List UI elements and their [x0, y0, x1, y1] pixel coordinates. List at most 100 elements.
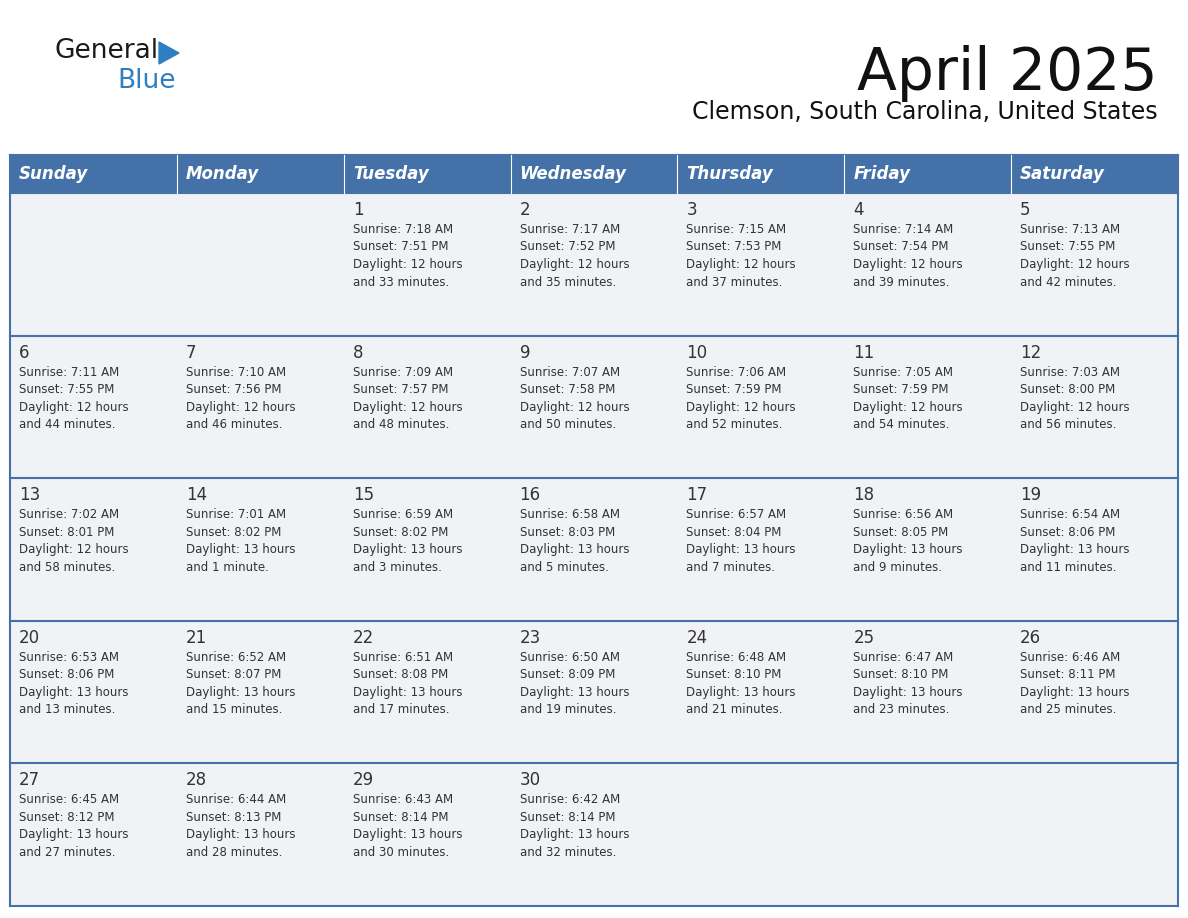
Text: 24: 24 [687, 629, 708, 647]
Bar [343, 336, 511, 478]
Text: Sunrise: 6:54 AM
Sunset: 8:06 PM
Daylight: 13 hours
and 11 minutes.: Sunrise: 6:54 AM Sunset: 8:06 PM Dayligh… [1020, 509, 1130, 574]
Text: Sunrise: 7:09 AM
Sunset: 7:57 PM
Daylight: 12 hours
and 48 minutes.: Sunrise: 7:09 AM Sunset: 7:57 PM Dayligh… [353, 365, 462, 431]
Text: 11: 11 [853, 343, 874, 362]
Text: Sunrise: 7:02 AM
Sunset: 8:01 PM
Daylight: 12 hours
and 58 minutes.: Sunrise: 7:02 AM Sunset: 8:01 PM Dayligh… [19, 509, 128, 574]
Text: 2: 2 [519, 201, 530, 219]
Text: Sunrise: 6:48 AM
Sunset: 8:10 PM
Daylight: 13 hours
and 21 minutes.: Sunrise: 6:48 AM Sunset: 8:10 PM Dayligh… [687, 651, 796, 716]
Text: Wednesday: Wednesday [519, 165, 626, 183]
Bar [10, 155, 1178, 193]
Bar [845, 764, 1011, 906]
Text: Sunrise: 6:44 AM
Sunset: 8:13 PM
Daylight: 13 hours
and 28 minutes.: Sunrise: 6:44 AM Sunset: 8:13 PM Dayligh… [185, 793, 296, 859]
Text: 26: 26 [1020, 629, 1041, 647]
Text: Sunrise: 7:05 AM
Sunset: 7:59 PM
Daylight: 12 hours
and 54 minutes.: Sunrise: 7:05 AM Sunset: 7:59 PM Dayligh… [853, 365, 963, 431]
Text: 6: 6 [19, 343, 30, 362]
Text: 5: 5 [1020, 201, 1031, 219]
Bar [10, 193, 177, 336]
Bar [511, 478, 677, 621]
Text: 7: 7 [185, 343, 196, 362]
Text: 19: 19 [1020, 487, 1041, 504]
Text: 27: 27 [19, 771, 40, 789]
Bar [677, 478, 845, 621]
Text: Sunrise: 7:13 AM
Sunset: 7:55 PM
Daylight: 12 hours
and 42 minutes.: Sunrise: 7:13 AM Sunset: 7:55 PM Dayligh… [1020, 223, 1130, 288]
Text: Sunrise: 7:15 AM
Sunset: 7:53 PM
Daylight: 12 hours
and 37 minutes.: Sunrise: 7:15 AM Sunset: 7:53 PM Dayligh… [687, 223, 796, 288]
Bar [343, 193, 511, 336]
Text: 30: 30 [519, 771, 541, 789]
Text: Clemson, South Carolina, United States: Clemson, South Carolina, United States [693, 100, 1158, 124]
Text: 8: 8 [353, 343, 364, 362]
Text: Blue: Blue [116, 68, 176, 94]
Text: 22: 22 [353, 629, 374, 647]
Text: Tuesday: Tuesday [353, 165, 429, 183]
Text: Sunrise: 7:17 AM
Sunset: 7:52 PM
Daylight: 12 hours
and 35 minutes.: Sunrise: 7:17 AM Sunset: 7:52 PM Dayligh… [519, 223, 630, 288]
Text: 28: 28 [185, 771, 207, 789]
Bar [343, 621, 511, 764]
Bar [677, 764, 845, 906]
Bar [677, 336, 845, 478]
Text: Sunrise: 7:14 AM
Sunset: 7:54 PM
Daylight: 12 hours
and 39 minutes.: Sunrise: 7:14 AM Sunset: 7:54 PM Dayligh… [853, 223, 963, 288]
Bar [177, 336, 343, 478]
Bar [1011, 193, 1178, 336]
Text: General: General [55, 38, 159, 64]
Bar [177, 193, 343, 336]
Polygon shape [159, 42, 179, 64]
Text: Sunrise: 7:03 AM
Sunset: 8:00 PM
Daylight: 12 hours
and 56 minutes.: Sunrise: 7:03 AM Sunset: 8:00 PM Dayligh… [1020, 365, 1130, 431]
Bar [845, 193, 1011, 336]
Text: Sunrise: 7:18 AM
Sunset: 7:51 PM
Daylight: 12 hours
and 33 minutes.: Sunrise: 7:18 AM Sunset: 7:51 PM Dayligh… [353, 223, 462, 288]
Text: 16: 16 [519, 487, 541, 504]
Text: Sunrise: 6:56 AM
Sunset: 8:05 PM
Daylight: 13 hours
and 9 minutes.: Sunrise: 6:56 AM Sunset: 8:05 PM Dayligh… [853, 509, 962, 574]
Text: 12: 12 [1020, 343, 1042, 362]
Text: 9: 9 [519, 343, 530, 362]
Text: Sunrise: 6:46 AM
Sunset: 8:11 PM
Daylight: 13 hours
and 25 minutes.: Sunrise: 6:46 AM Sunset: 8:11 PM Dayligh… [1020, 651, 1130, 716]
Bar [511, 621, 677, 764]
Text: Sunrise: 6:51 AM
Sunset: 8:08 PM
Daylight: 13 hours
and 17 minutes.: Sunrise: 6:51 AM Sunset: 8:08 PM Dayligh… [353, 651, 462, 716]
Bar [677, 621, 845, 764]
Bar [177, 478, 343, 621]
Bar [677, 193, 845, 336]
Bar [10, 478, 177, 621]
Text: Sunrise: 7:11 AM
Sunset: 7:55 PM
Daylight: 12 hours
and 44 minutes.: Sunrise: 7:11 AM Sunset: 7:55 PM Dayligh… [19, 365, 128, 431]
Bar [1011, 336, 1178, 478]
Text: 14: 14 [185, 487, 207, 504]
Bar [845, 336, 1011, 478]
Text: Monday: Monday [185, 165, 259, 183]
Bar [10, 764, 177, 906]
Bar [10, 621, 177, 764]
Bar [1011, 621, 1178, 764]
Text: 29: 29 [353, 771, 374, 789]
Text: Sunrise: 6:42 AM
Sunset: 8:14 PM
Daylight: 13 hours
and 32 minutes.: Sunrise: 6:42 AM Sunset: 8:14 PM Dayligh… [519, 793, 630, 859]
Text: 17: 17 [687, 487, 708, 504]
Text: Sunrise: 6:43 AM
Sunset: 8:14 PM
Daylight: 13 hours
and 30 minutes.: Sunrise: 6:43 AM Sunset: 8:14 PM Dayligh… [353, 793, 462, 859]
Text: Sunrise: 7:10 AM
Sunset: 7:56 PM
Daylight: 12 hours
and 46 minutes.: Sunrise: 7:10 AM Sunset: 7:56 PM Dayligh… [185, 365, 296, 431]
Bar [845, 621, 1011, 764]
Text: Sunrise: 6:57 AM
Sunset: 8:04 PM
Daylight: 13 hours
and 7 minutes.: Sunrise: 6:57 AM Sunset: 8:04 PM Dayligh… [687, 509, 796, 574]
Bar [511, 764, 677, 906]
Text: Sunday: Sunday [19, 165, 88, 183]
Text: 20: 20 [19, 629, 40, 647]
Text: 25: 25 [853, 629, 874, 647]
Text: 4: 4 [853, 201, 864, 219]
Text: Sunrise: 7:07 AM
Sunset: 7:58 PM
Daylight: 12 hours
and 50 minutes.: Sunrise: 7:07 AM Sunset: 7:58 PM Dayligh… [519, 365, 630, 431]
Text: 23: 23 [519, 629, 541, 647]
Text: Thursday: Thursday [687, 165, 773, 183]
Text: 1: 1 [353, 201, 364, 219]
Text: 10: 10 [687, 343, 708, 362]
Text: 21: 21 [185, 629, 207, 647]
Text: Sunrise: 6:47 AM
Sunset: 8:10 PM
Daylight: 13 hours
and 23 minutes.: Sunrise: 6:47 AM Sunset: 8:10 PM Dayligh… [853, 651, 962, 716]
Text: Sunrise: 7:01 AM
Sunset: 8:02 PM
Daylight: 13 hours
and 1 minute.: Sunrise: 7:01 AM Sunset: 8:02 PM Dayligh… [185, 509, 296, 574]
Bar [177, 764, 343, 906]
Text: April 2025: April 2025 [858, 45, 1158, 102]
Bar [511, 193, 677, 336]
Text: 13: 13 [19, 487, 40, 504]
Text: Sunrise: 6:53 AM
Sunset: 8:06 PM
Daylight: 13 hours
and 13 minutes.: Sunrise: 6:53 AM Sunset: 8:06 PM Dayligh… [19, 651, 128, 716]
Bar [1011, 478, 1178, 621]
Bar [343, 478, 511, 621]
Text: Sunrise: 6:50 AM
Sunset: 8:09 PM
Daylight: 13 hours
and 19 minutes.: Sunrise: 6:50 AM Sunset: 8:09 PM Dayligh… [519, 651, 630, 716]
Text: Sunrise: 6:52 AM
Sunset: 8:07 PM
Daylight: 13 hours
and 15 minutes.: Sunrise: 6:52 AM Sunset: 8:07 PM Dayligh… [185, 651, 296, 716]
Text: 3: 3 [687, 201, 697, 219]
Bar [177, 621, 343, 764]
Bar [1011, 764, 1178, 906]
Text: Sunrise: 6:58 AM
Sunset: 8:03 PM
Daylight: 13 hours
and 5 minutes.: Sunrise: 6:58 AM Sunset: 8:03 PM Dayligh… [519, 509, 630, 574]
Text: Sunrise: 6:59 AM
Sunset: 8:02 PM
Daylight: 13 hours
and 3 minutes.: Sunrise: 6:59 AM Sunset: 8:02 PM Dayligh… [353, 509, 462, 574]
Text: Sunrise: 6:45 AM
Sunset: 8:12 PM
Daylight: 13 hours
and 27 minutes.: Sunrise: 6:45 AM Sunset: 8:12 PM Dayligh… [19, 793, 128, 859]
Bar [845, 478, 1011, 621]
